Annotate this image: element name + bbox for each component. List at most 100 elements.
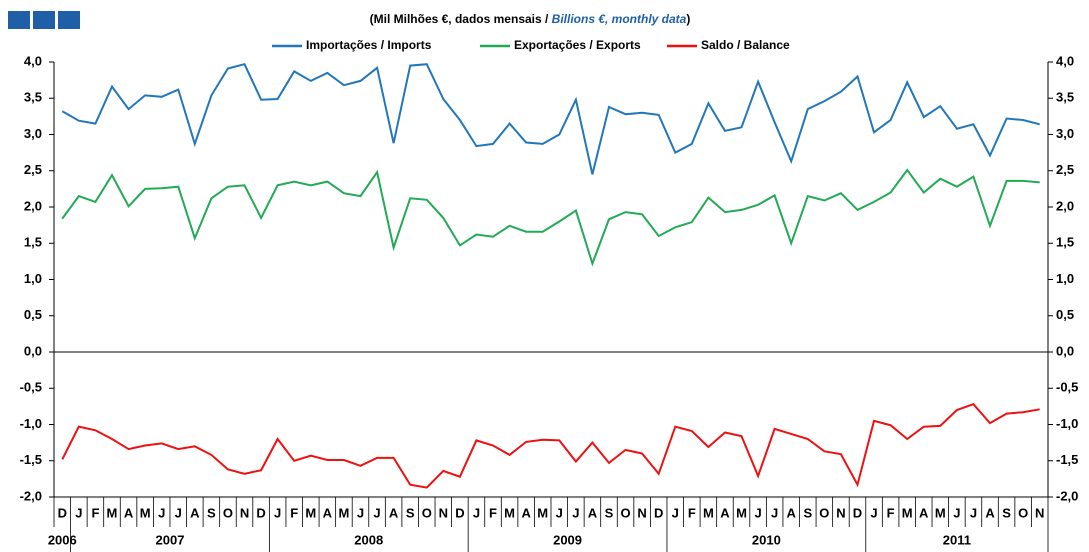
x-tick-label: M xyxy=(703,505,714,520)
logo-square xyxy=(33,11,55,29)
year-label: 2009 xyxy=(553,532,582,547)
legend-label: Importações / Imports xyxy=(306,38,432,52)
x-tick-label: J xyxy=(274,505,281,520)
y-tick-label: 4,0 xyxy=(24,53,42,68)
y2-tick-label: -2,0 xyxy=(1056,488,1078,503)
x-tick-label: A xyxy=(389,505,399,520)
y2-tick-label: 1,0 xyxy=(1056,271,1074,286)
y2-tick-label: -1,0 xyxy=(1056,416,1078,431)
y-tick-label: -0,5 xyxy=(20,380,42,395)
x-tick-label: F xyxy=(91,505,99,520)
x-tick-label: D xyxy=(256,505,265,520)
y-tick-label: 1,0 xyxy=(24,271,42,286)
year-label: 2010 xyxy=(752,532,781,547)
y2-tick-label: 3,0 xyxy=(1056,126,1074,141)
x-tick-label: O xyxy=(422,505,432,520)
year-label: 2011 xyxy=(943,532,971,547)
x-tick-label: J xyxy=(75,505,82,520)
legend-label: Exportações / Exports xyxy=(514,38,641,52)
x-tick-label: A xyxy=(323,505,333,520)
y2-tick-label: -1,5 xyxy=(1056,452,1078,467)
x-tick-label: A xyxy=(588,505,598,520)
x-tick-label: A xyxy=(720,505,730,520)
x-tick-label: S xyxy=(605,505,614,520)
x-tick-label: N xyxy=(637,505,646,520)
y2-tick-label: 2,0 xyxy=(1056,198,1074,213)
x-tick-label: N xyxy=(240,505,249,520)
y-tick-label: 2,0 xyxy=(24,198,42,213)
x-tick-label: M xyxy=(107,505,118,520)
y-tick-label: 0,5 xyxy=(24,307,42,322)
year-label: 2007 xyxy=(156,532,185,547)
y-tick-label: -1,0 xyxy=(20,416,42,431)
x-tick-label: F xyxy=(489,505,497,520)
logo-square xyxy=(58,11,80,29)
x-tick-label: S xyxy=(207,505,216,520)
x-tick-label: M xyxy=(736,505,747,520)
x-tick-label: S xyxy=(1002,505,1011,520)
y2-tick-label: 3,5 xyxy=(1056,90,1074,105)
x-tick-label: A xyxy=(190,505,200,520)
x-tick-label: J xyxy=(556,505,563,520)
x-tick-label: O xyxy=(620,505,630,520)
x-tick-label: D xyxy=(853,505,862,520)
x-tick-label: M xyxy=(902,505,913,520)
series-line xyxy=(61,168,1040,267)
x-tick-label: F xyxy=(290,505,298,520)
series-line xyxy=(61,403,1040,489)
y-tick-label: 3,0 xyxy=(24,126,42,141)
x-tick-label: J xyxy=(953,505,960,520)
x-tick-label: A xyxy=(985,505,995,520)
x-tick-label: J xyxy=(672,505,679,520)
x-tick-label: J xyxy=(373,505,380,520)
y-tick-label: -1,5 xyxy=(20,452,42,467)
y-tick-label: 3,5 xyxy=(24,90,42,105)
x-tick-label: J xyxy=(357,505,364,520)
x-tick-label: J xyxy=(175,505,182,520)
year-label: 2008 xyxy=(354,532,383,547)
y2-tick-label: 0,5 xyxy=(1056,307,1074,322)
x-tick-label: N xyxy=(439,505,448,520)
y2-tick-label: 1,5 xyxy=(1056,235,1074,250)
x-tick-label: D xyxy=(455,505,464,520)
x-tick-label: O xyxy=(819,505,829,520)
x-tick-label: D xyxy=(654,505,663,520)
y2-tick-label: -0,5 xyxy=(1056,380,1078,395)
x-tick-label: J xyxy=(754,505,761,520)
x-tick-label: S xyxy=(803,505,812,520)
x-tick-label: O xyxy=(1018,505,1028,520)
x-tick-label: F xyxy=(887,505,895,520)
x-tick-label: M xyxy=(305,505,316,520)
series-line xyxy=(61,63,1040,175)
y2-tick-label: 2,5 xyxy=(1056,162,1074,177)
x-tick-label: M xyxy=(537,505,548,520)
x-tick-label: J xyxy=(572,505,579,520)
y2-tick-label: 0,0 xyxy=(1056,343,1074,358)
x-tick-label: M xyxy=(935,505,946,520)
x-tick-label: A xyxy=(521,505,531,520)
x-tick-label: A xyxy=(919,505,929,520)
y-tick-label: 2,5 xyxy=(24,162,42,177)
x-tick-label: F xyxy=(688,505,696,520)
x-tick-label: M xyxy=(504,505,515,520)
x-tick-label: A xyxy=(787,505,797,520)
legend-label: Saldo / Balance xyxy=(701,38,790,52)
x-tick-label: D xyxy=(58,505,67,520)
x-tick-label: O xyxy=(223,505,233,520)
year-label: 2006 xyxy=(48,532,77,547)
x-tick-label: A xyxy=(124,505,134,520)
x-tick-label: N xyxy=(1035,505,1044,520)
x-tick-label: M xyxy=(140,505,151,520)
y2-tick-label: 4,0 xyxy=(1056,53,1074,68)
x-tick-label: J xyxy=(158,505,165,520)
chart-title: (Mil Milhões €, dados mensais / Billions… xyxy=(370,12,691,26)
x-tick-label: J xyxy=(473,505,480,520)
x-tick-label: J xyxy=(870,505,877,520)
x-tick-label: J xyxy=(771,505,778,520)
x-tick-label: M xyxy=(338,505,349,520)
x-tick-label: S xyxy=(406,505,415,520)
logo-square xyxy=(8,11,30,29)
y-tick-label: 1,5 xyxy=(24,235,42,250)
x-tick-label: J xyxy=(970,505,977,520)
